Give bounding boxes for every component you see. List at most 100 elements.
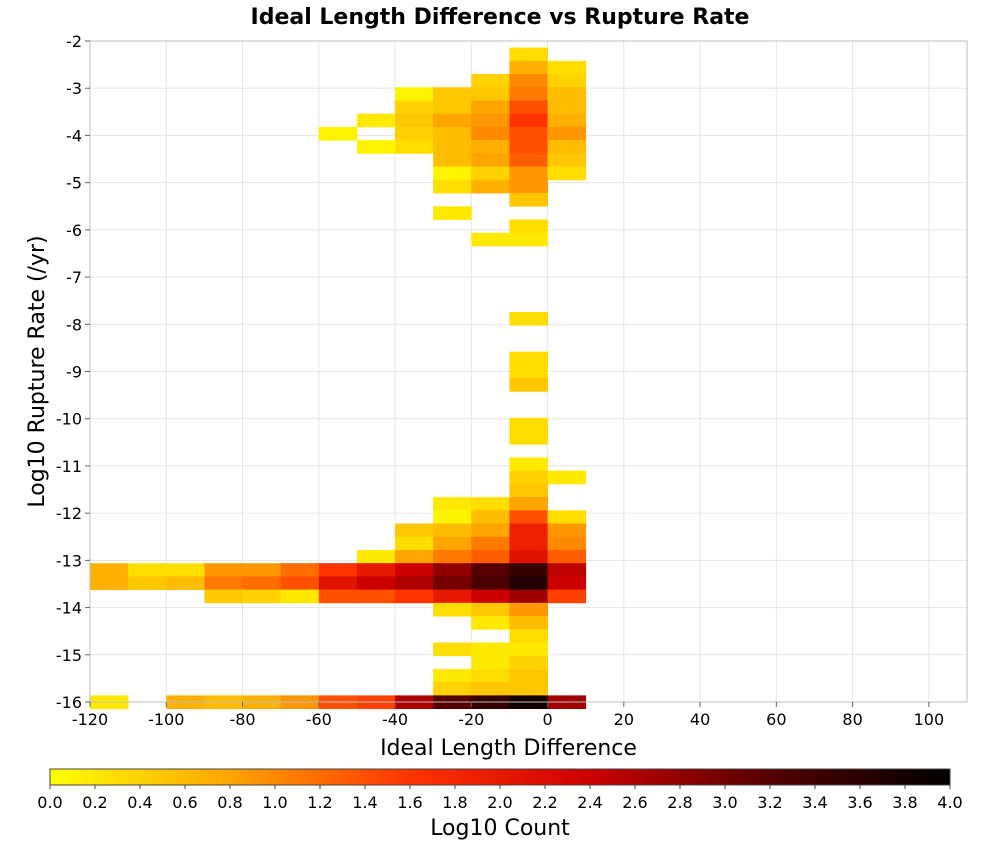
heatmap-cell <box>433 497 472 511</box>
heatmap-cell <box>356 549 396 564</box>
heatmap-cell <box>433 523 472 538</box>
heatmap-cell <box>90 563 129 577</box>
heatmap-cell <box>433 113 472 128</box>
chart-title: Ideal Length Difference vs Rupture Rate <box>251 5 750 30</box>
heatmap-cell <box>166 576 205 591</box>
y-axis-ticks: -2 -3 -4 -5 -6 -7 -8 -9 -10 -11 -12 -13 -14 -15 -16 <box>56 32 90 712</box>
heatmap-cell <box>509 232 548 247</box>
heatmap-cell <box>509 483 548 498</box>
colorbar-tick-label: 0.6 <box>172 793 197 812</box>
y-tick-label: -13 <box>56 551 82 570</box>
heatmap-cell <box>509 351 548 366</box>
colorbar-tick-label: 1.0 <box>262 793 287 812</box>
y-tick-label: -15 <box>56 646 82 665</box>
heatmap-cell <box>90 576 129 591</box>
heatmap-cell <box>471 140 510 154</box>
heatmap-cell <box>509 193 548 207</box>
colorbar-tick-label: 0.8 <box>217 793 242 812</box>
y-tick-label: -11 <box>56 457 82 476</box>
x-axis-label: Ideal Length Difference <box>380 736 637 761</box>
colorbar-tick-label: 3.2 <box>757 793 782 812</box>
colorbar-tick-label: 1.2 <box>307 793 332 812</box>
colorbar-tick-label: 2.0 <box>487 793 512 812</box>
heatmap-cell <box>509 364 548 379</box>
heatmap-cell <box>395 140 434 154</box>
heatmap-cell <box>471 232 510 247</box>
colorbar-tick-label: 1.6 <box>397 793 422 812</box>
x-tick-label: 20 <box>614 710 634 729</box>
heatmap-cell <box>547 589 587 604</box>
x-tick-label: -80 <box>229 710 255 729</box>
heatmap-cell <box>433 642 472 657</box>
y-tick-label: -10 <box>56 410 82 429</box>
heatmap-cell <box>433 179 472 194</box>
heatmap-cell <box>471 100 510 115</box>
heatmap-cell <box>395 563 434 577</box>
heatmap-cell <box>471 166 510 181</box>
heatmap-cell <box>509 153 548 167</box>
colorbar-tick-label: 3.8 <box>892 793 917 812</box>
heatmap-cell <box>509 179 548 194</box>
colorbar-tick-label: 0.0 <box>37 793 62 812</box>
heatmap-cell <box>395 100 434 115</box>
heatmap-cell <box>509 470 548 485</box>
heatmap-cell <box>509 126 548 141</box>
heatmap-cell <box>433 166 472 181</box>
y-tick-label: -2 <box>66 32 82 51</box>
heatmap-cell <box>395 87 434 101</box>
colorbar <box>49 768 951 786</box>
heatmap-cell <box>547 113 587 128</box>
heatmap-cell <box>547 536 587 551</box>
heatmap-cell <box>509 642 548 657</box>
heatmap-cell <box>547 87 587 101</box>
heatmap-cell <box>204 563 243 577</box>
heatmap-cell <box>471 87 510 101</box>
heatmap-cell <box>471 510 510 524</box>
heatmap-cell <box>318 126 358 141</box>
heatmap-cell <box>204 576 243 591</box>
y-tick-label: -12 <box>56 504 82 523</box>
heatmap-cell <box>509 312 548 326</box>
heatmap-cell <box>471 74 510 88</box>
y-tick-label: -4 <box>66 126 82 145</box>
heatmap-cell <box>509 457 548 472</box>
colorbar-label: Log10 Count <box>430 816 570 841</box>
heatmap-cell <box>318 563 358 577</box>
heatmap-cell <box>547 166 587 181</box>
heatmap-cell <box>509 60 548 75</box>
heatmap-cell <box>509 655 548 670</box>
y-axis-label: Log10 Rupture Rate (/yr) <box>25 235 50 507</box>
y-tick-label: -7 <box>66 268 82 287</box>
colorbar-ticks: 0.0 0.2 0.4 0.6 0.8 1.0 1.2 1.4 1.6 1.8 2.0 2.2 2.4 2… <box>37 785 963 812</box>
heatmap-cell <box>509 378 548 392</box>
heatmap-cell <box>433 140 472 154</box>
heatmap-cell <box>547 563 587 577</box>
heatmap-cell <box>471 563 510 577</box>
colorbar-tick-label: 1.4 <box>352 793 377 812</box>
heatmap-cell <box>509 87 548 101</box>
x-tick-label: 40 <box>690 710 710 729</box>
heatmap-cell <box>509 536 548 551</box>
heatmap-cell <box>547 549 587 564</box>
heatmap-cell <box>395 589 434 604</box>
heatmap-cell <box>242 589 282 604</box>
heatmap-cell <box>509 430 548 445</box>
heatmap-cell <box>547 140 587 154</box>
y-tick-label: -8 <box>66 315 82 334</box>
y-tick-label: -9 <box>66 363 82 382</box>
heatmap-cell <box>356 140 396 154</box>
heatmap-cell <box>128 563 167 577</box>
heatmap-cell <box>280 576 320 591</box>
heatmap-cell <box>471 113 510 128</box>
x-tick-label: -100 <box>148 710 184 729</box>
heatmap-cell <box>509 47 548 62</box>
colorbar-tick-label: 0.2 <box>82 793 107 812</box>
heatmap-cell <box>471 682 510 696</box>
heatmap-cell <box>280 563 320 577</box>
heatmap-cells <box>90 47 587 710</box>
heatmap-cell <box>471 126 510 141</box>
heatmap-cell <box>471 179 510 194</box>
heatmap-cell <box>242 576 282 591</box>
heatmap-cell <box>433 589 472 604</box>
